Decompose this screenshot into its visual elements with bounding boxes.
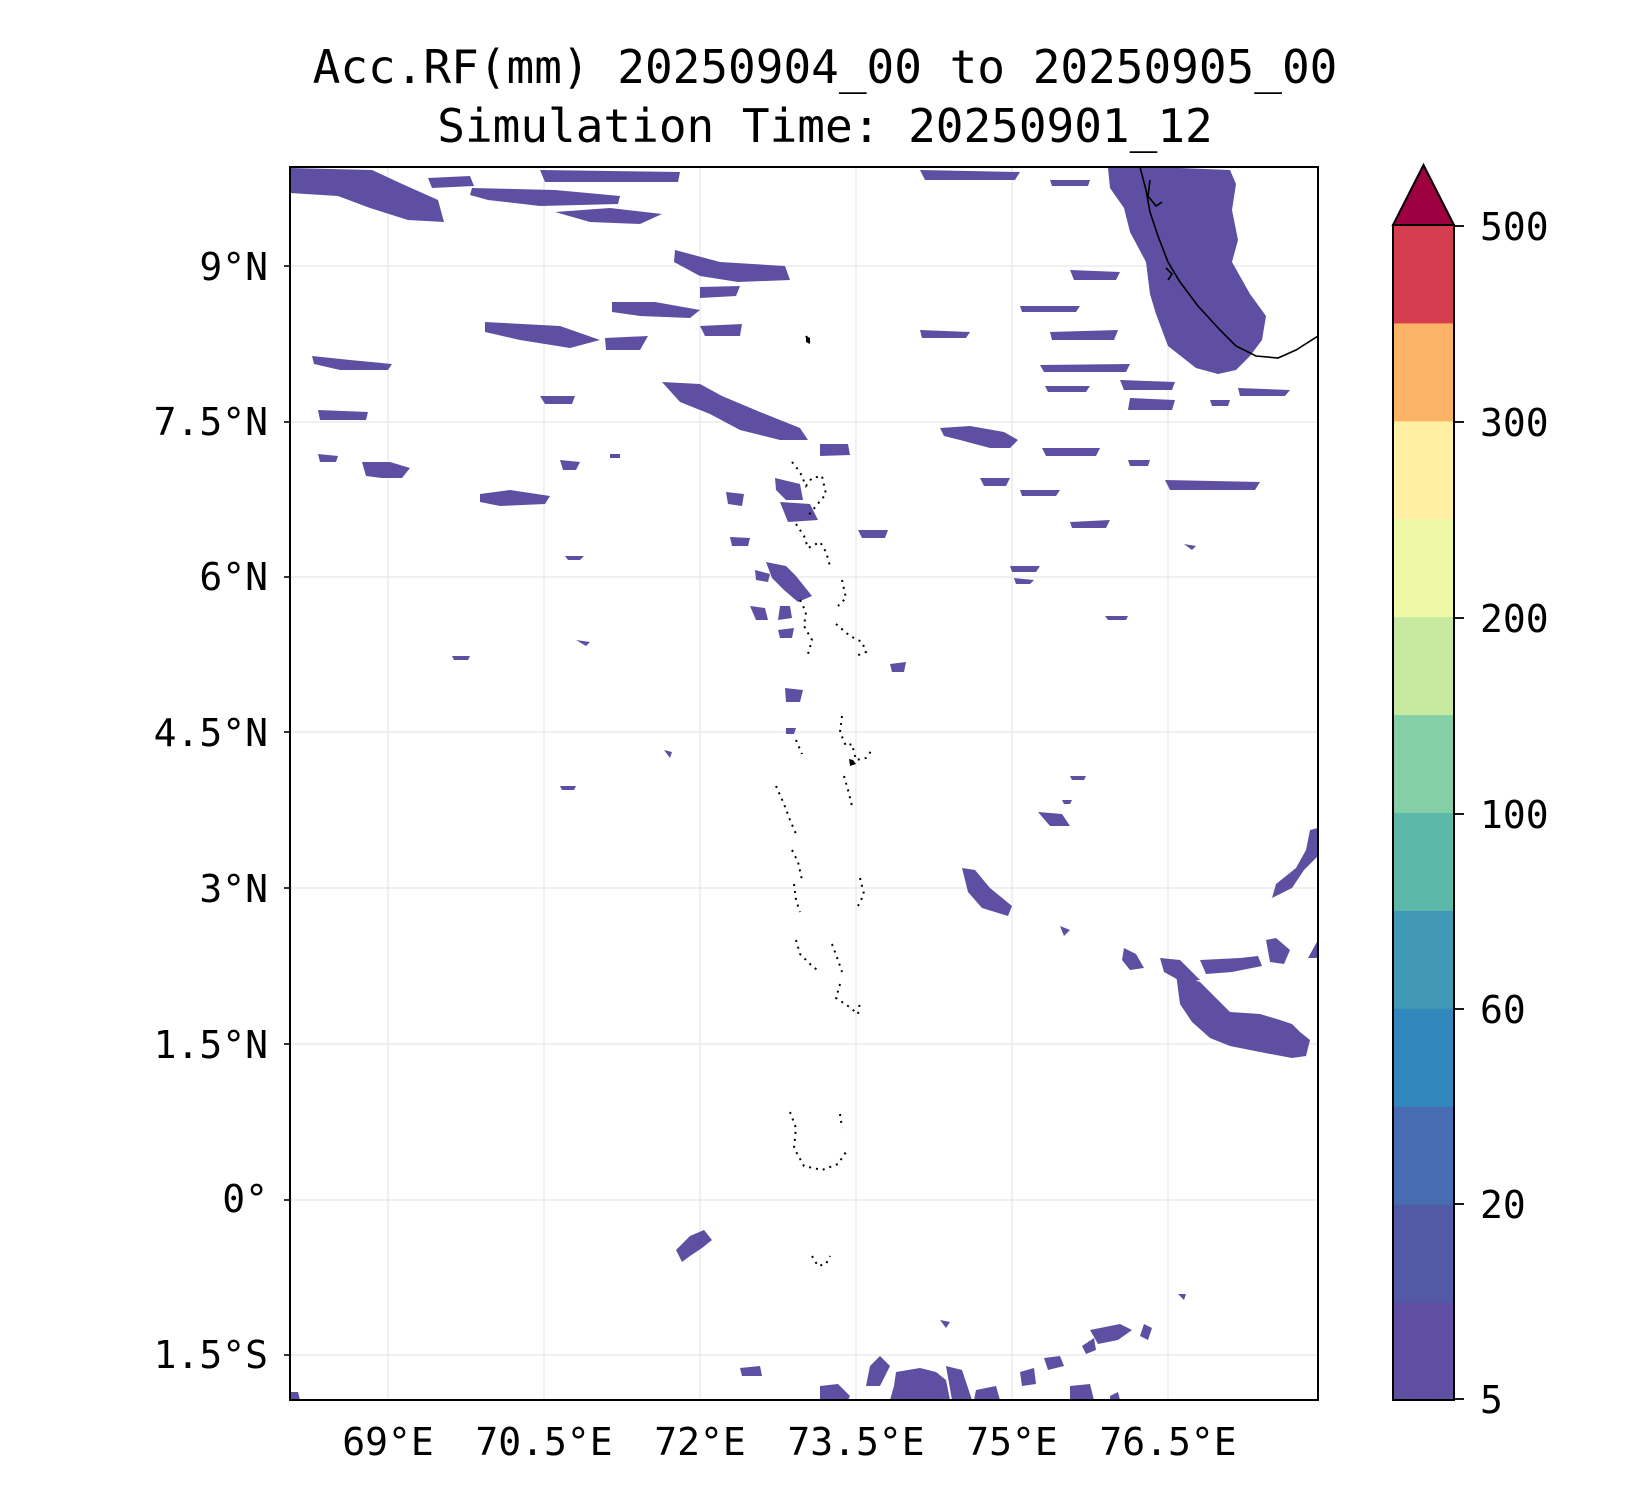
colorbar: 500 300 200 100 60 20 5 <box>1391 162 1549 1422</box>
x-tick-label: 76.5°E <box>1099 1420 1236 1464</box>
gridlines <box>290 167 1318 1400</box>
x-axis-labels: 69°E 70.5°E 72°E 73.5°E 75°E 76.5°E <box>342 1420 1236 1464</box>
colorbar-segment <box>1393 518 1454 618</box>
colorbar-label: 5 <box>1480 1378 1503 1422</box>
x-tick-label: 73.5°E <box>787 1420 924 1464</box>
coastline <box>1139 167 1318 359</box>
y-tick-label: 1.5°S <box>154 1333 268 1377</box>
y-tick-label: 3°N <box>199 867 268 911</box>
colorbar-segment <box>1393 1204 1454 1303</box>
y-tick-label: 1.5°N <box>154 1023 268 1067</box>
colorbar-label: 200 <box>1480 597 1549 641</box>
x-tick-label: 72°E <box>654 1420 746 1464</box>
colorbar-segment <box>1393 322 1454 422</box>
y-axis-labels: 9°N 7.5°N 6°N 4.5°N 3°N 1.5°N 0° 1.5°S <box>154 245 268 1377</box>
colorbar-segment <box>1393 616 1454 716</box>
colorbar-label: 20 <box>1480 1183 1526 1227</box>
colorbar-segment <box>1393 1008 1454 1107</box>
colorbar-frame <box>1392 224 1455 1401</box>
y-tick-label: 9°N <box>199 245 268 289</box>
x-tick-label: 70.5°E <box>475 1420 612 1464</box>
colorbar-segment <box>1393 714 1454 813</box>
y-tick-label: 6°N <box>199 555 268 599</box>
chart-title: Acc.RF(mm) 20250904_00 to 20250905_00 <box>312 40 1338 94</box>
y-tick-label: 4.5°N <box>154 711 268 755</box>
rainfall-contours <box>290 167 1318 1400</box>
y-tick-label: 7.5°N <box>154 400 268 444</box>
colorbar-segment <box>1393 420 1454 520</box>
colorbar-segment <box>1393 812 1454 911</box>
colorbar-label: 300 <box>1480 401 1549 445</box>
map-frame <box>289 166 1319 1401</box>
colorbar-segment <box>1393 225 1454 324</box>
chart-subtitle: Simulation Time: 20250901_12 <box>437 99 1213 153</box>
colorbar-segment <box>1393 910 1454 1009</box>
colorbar-segment <box>1393 1106 1454 1205</box>
colorbar-segment <box>1393 1302 1454 1401</box>
colorbar-label: 60 <box>1480 988 1526 1032</box>
colorbar-label: 100 <box>1480 793 1549 837</box>
colorbar-label: 500 <box>1480 205 1549 249</box>
colorbar-segments <box>1393 225 1454 1401</box>
atolls <box>775 335 873 1268</box>
y-tick-label: 0° <box>222 1177 268 1221</box>
x-tick-label: 75°E <box>966 1420 1058 1464</box>
x-tick-label: 69°E <box>342 1420 434 1464</box>
colorbar-extend-triangle <box>1391 162 1456 226</box>
